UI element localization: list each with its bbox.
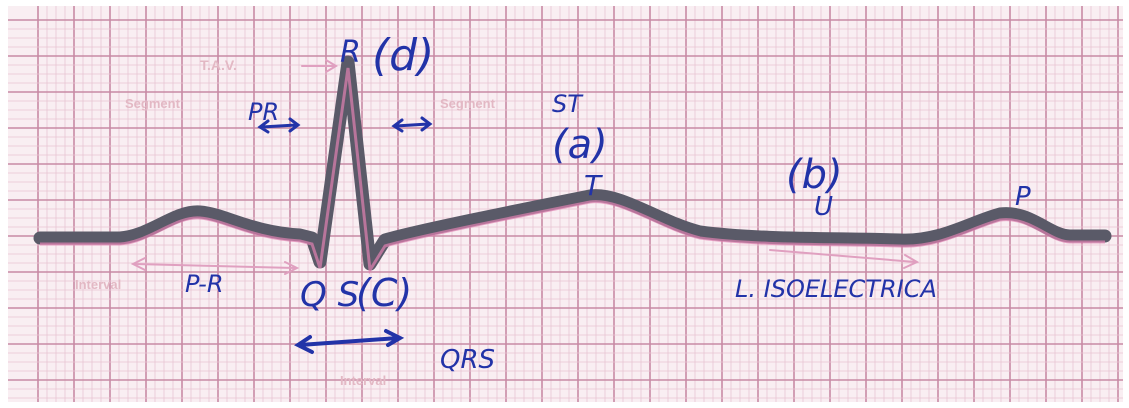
p-r-interval-label: P-R [185,270,224,298]
pr-segment-arrow [257,117,301,134]
pr-label: PR [248,98,279,126]
ecg-waveform [33,55,1112,271]
p-wave-label: P [1015,182,1031,212]
label-b: (b) [786,152,843,198]
label-d: (d) [372,30,434,81]
r-wave-label: R [340,35,361,70]
ecg-trace [33,55,1112,275]
ecg-waveform-highlight [40,67,1105,275]
u-wave-label: U [814,192,833,222]
arrows [130,59,920,354]
qs-label: Q S [300,275,359,315]
interval-pr-label: Interval [75,277,121,292]
isoelectric-arrow [769,249,920,269]
isoelectric-line-label: L. ISOELECTRICA [735,275,937,303]
segment-pr-label: Segment [125,96,181,111]
qrs-interval-arrow [294,329,405,354]
interval-qrs-label: Interval [340,373,386,388]
tav-label: T.A.V. [200,57,237,73]
qrs-label: QRS [440,345,495,375]
st-label: ST [552,90,584,118]
label-a: (a) [552,122,608,168]
st-segment-arrow [391,116,433,133]
tav-arrow [301,59,338,73]
ecg-grid [8,6,1123,402]
pr-interval-arrow [130,257,300,275]
t-wave-label: T [584,169,603,202]
label-c: (C) [356,271,412,315]
segment-st-label: Segment [440,96,496,111]
